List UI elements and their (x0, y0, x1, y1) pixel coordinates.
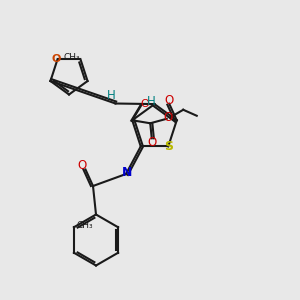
Text: O: O (165, 94, 174, 107)
Text: O: O (147, 136, 156, 149)
Text: O: O (78, 159, 87, 172)
Text: O: O (140, 99, 149, 109)
Text: CH₃: CH₃ (76, 221, 93, 230)
Text: O: O (51, 54, 61, 64)
Text: N: N (122, 166, 133, 179)
Text: O: O (164, 111, 173, 124)
Text: H: H (106, 88, 116, 102)
Text: H: H (146, 95, 155, 108)
Text: S: S (164, 140, 173, 153)
Text: CH₃: CH₃ (63, 53, 80, 62)
